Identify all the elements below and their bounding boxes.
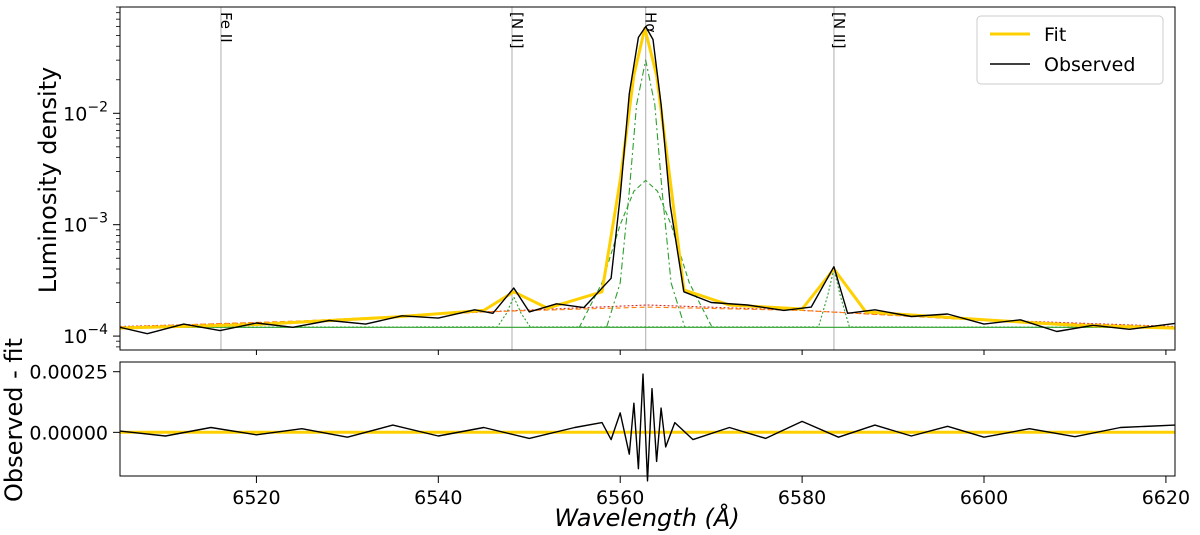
line-marker-label: Fe II [217,12,235,43]
spectrum-panel: Fe II [N II] Hα [N II] 10−410−310−2 Luminos… [34,6,1176,355]
y-tick-exponent: −4 [87,322,108,338]
y-tick-exponent: −2 [87,99,108,115]
line-markers: Fe II [N II] Hα [N II] [217,7,848,350]
y-tick-label: 10−4 [63,322,108,348]
spectrum-frame [119,6,1176,351]
spectrum-series [119,25,1176,335]
series-fit-0 [119,26,1176,330]
residuals-frame [119,361,1176,477]
x-tick-label: 6540 [414,487,462,509]
fit-component-6 [606,59,686,328]
y-tick-exponent: −3 [87,211,108,227]
fit-component-7 [578,179,713,328]
x-tick-label: 6520 [232,487,280,509]
y-tick-base: 10 [63,103,87,125]
legend: Fit Observed [976,15,1164,85]
legend-label: Observed [1044,54,1135,76]
x-tick-label: 6620 [1142,487,1190,509]
residual-series [119,373,1176,482]
residuals-x-axis: 6520 6540 6560 6580 6600 6620 [232,476,1190,509]
spectrum-y-axis: 10−410−310−2 [63,6,120,348]
residual-series-observed-1 [119,373,1176,482]
series-observed-1 [119,25,1176,335]
line-marker-label: [N II] [508,12,526,49]
x-tick-label: 6560 [596,487,644,509]
y-tick-label: 10−2 [63,99,108,125]
y-tick-base: 10 [63,215,87,237]
y-tick-label: 0.00000 [29,422,108,444]
x-axis-label: Wavelength (Å) [554,503,739,532]
y-tick-label: 0.00025 [29,362,108,384]
residuals-y-label: Observed - fit [0,338,28,502]
fit-component-5 [119,268,1176,328]
residuals-y-axis: 0.00000 0.00025 [29,362,120,444]
y-tick-base: 10 [63,326,87,348]
spectrum-y-label: Luminosity density [34,67,62,294]
legend-label: Fit [1044,24,1066,46]
x-tick-label: 6600 [960,487,1008,509]
spectrum-x-ticks [255,350,1167,355]
y-tick-label: 10−3 [63,211,108,237]
x-tick-label: 6580 [778,487,826,509]
line-marker-label: [N II] [830,12,848,49]
